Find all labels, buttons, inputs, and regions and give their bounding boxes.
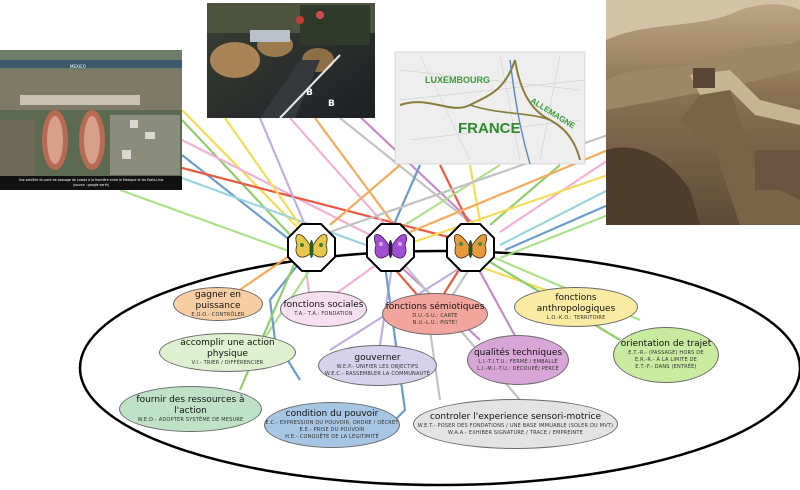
node-accomplir-action-physique: accomplir une action physique V.I.- TRIE… [159,333,296,372]
node-title: qualités techniques [473,347,563,358]
node-title: gouverner [354,353,401,363]
border-letter-b-left: B [306,88,313,98]
node-gagner-en-puissance: gagner en puissance E.O.O.- CONTRÔLER [173,287,263,321]
node-sub: E.C.- EXPRESSION DU POUVOIR, ORDRE / DÉC… [265,420,399,426]
node-sub: W.E.P.- UNIFIER LES OBJECTIFS [336,364,419,370]
node-fonctions-semiotiques: fonctions sémiotiques D.U.-S.U.: CARTE N… [382,293,488,335]
butterfly-icon-yellow [295,233,328,258]
node-sub: L.I.-T.I.T.U.: FERMÉ / EMBALLÉ [478,358,558,365]
great-wall-photo [606,0,800,225]
terrace-photo: B B [207,3,375,119]
node-title: controler l'experience sensori-motrice [429,411,602,422]
node-sub: D.U.-S.U.: CARTE [412,312,458,319]
node-sub: W.E.T.- POSER DES FONDATIONS / UNE BASE … [417,422,614,429]
node-sub: E.R.-R.- À LA LIMITE DE [634,357,698,363]
node-fournir-ressources: fournir des ressources à l'action W.E.D.… [119,386,262,432]
node-sub: W.E.C.- RASSEMBLER LA COMMUNAUTÉ [324,371,431,377]
butterfly-icon-purple [373,233,408,259]
node-fonctions-anthropologiques: fonctions anthropologiques L.O.-K.O.: TE… [514,287,638,327]
map-label-france: FRANCE [458,120,521,137]
node-condition-du-pouvoir: condition du pouvoir E.C.- EXPRESSION DU… [264,402,400,448]
map-label-luxembourg: LUXEMBOURG [425,75,490,85]
node-sub: W.A.A.- EXHIBER SIGNATURE / TRACE / EMPR… [448,429,583,436]
satellite-caption-line2: (source : google earth) [73,183,109,187]
node-orientation-de-trajet: orientation de trajet E.T.-R.- (PASSAGE)… [613,327,719,383]
node-sub: T.A.- T.A.: FONDATION [294,311,353,317]
node-qualites-techniques: qualités techniques L.I.-T.I.T.U.: FERMÉ… [467,335,569,385]
node-controler-experience-sensori-motrice: controler l'experience sensori-motrice W… [413,399,618,449]
node-sub: L.I.-M.I.-T.U.: DÉCOUPÉ/ PERCÉ [477,365,559,372]
satellite-photo: MEXICO Vue satellite du pont de passage … [0,50,182,190]
satellite-place-label: MEXICO [70,64,86,69]
node-sub: W.E.D.- ADOPTER SYSTÈME DE MESURE [137,416,244,423]
node-sub: E.O.O.- CONTRÔLER [191,311,245,318]
node-title: condition du pouvoir [285,409,379,419]
octagon-1 [287,223,336,272]
node-title: orientation de trajet [620,339,712,349]
satellite-caption-line1: Vue satellite du pont de passage de Lowd… [19,178,164,182]
octagon-3 [446,223,495,272]
node-sub: V.I.- TRIER / DIFFÉRENCIER [191,360,264,366]
octagon-2 [366,223,415,272]
node-gouverner: gouverner W.E.P.- UNIFIER LES OBJECTIFS … [318,345,437,386]
node-fonctions-sociales: fonctions sociales T.A.- T.A.: FONDATION [280,291,367,327]
node-sub: E.E.- PRISE DU POUVOIR [299,427,365,433]
butterfly-icon-orange [453,233,488,259]
node-sub: N.U.-L.U.: PISTE! [412,319,458,326]
node-title: gagner en puissance [195,289,241,311]
node-sub: E.T.-F.- DANS (ENTRÉE) [635,364,697,370]
node-title: fonctions anthropologiques [536,292,616,314]
node-sub: E.T.-R.- (PASSAGE) HORS DE [628,350,704,356]
node-title: fournir des ressources à l'action [136,394,245,416]
node-sub: H.E.- CONQUÊTE DE LA LÉGITIMITÉ [285,434,379,440]
node-title: fonctions sémiotiques [385,301,485,312]
border-letter-b-right: B [328,99,335,109]
border-map: LUXEMBOURG ALLEMAGNE FRANCE [394,51,586,165]
node-sub: L.O.-K.O.: TERRITOIRE [546,314,606,321]
node-title: accomplir une action physique [180,338,275,359]
node-title: fonctions sociales [283,300,364,310]
